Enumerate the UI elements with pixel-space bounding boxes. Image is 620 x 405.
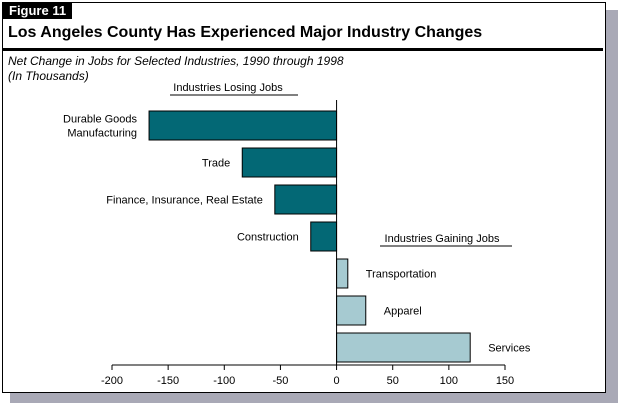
x-tick-label: -150 <box>157 375 179 387</box>
x-tick-label: 100 <box>440 375 458 387</box>
x-tick-label: 150 <box>496 375 514 387</box>
bar-label: Trade <box>202 158 230 170</box>
title-rule <box>2 48 603 51</box>
x-tick-label: -200 <box>101 375 123 387</box>
bar-label: Transportation <box>366 269 437 281</box>
chart-subtitle: Net Change in Jobs for Selected Industri… <box>8 54 344 84</box>
x-tick-label: 0 <box>334 375 340 387</box>
bar <box>310 221 338 252</box>
bar-label: Finance, Insurance, Real Estate <box>106 195 263 207</box>
subtitle-line-1: Net Change in Jobs for Selected Industri… <box>8 54 344 68</box>
x-tick-label: -100 <box>213 375 235 387</box>
bar <box>148 110 338 141</box>
group-label: Industries Losing Jobs <box>173 82 283 94</box>
subtitle-line-2: (In Thousands) <box>8 69 89 83</box>
bar-label: Apparel <box>384 306 422 318</box>
chart-title: Los Angeles County Has Experienced Major… <box>8 24 483 41</box>
x-tick-label: 50 <box>387 375 399 387</box>
bar-label: Construction <box>237 232 299 244</box>
bar <box>241 147 338 178</box>
bar-label: Manufacturing <box>67 128 137 140</box>
bar <box>336 295 367 326</box>
x-tick-label: -50 <box>272 375 288 387</box>
bar <box>274 184 338 215</box>
bar <box>336 258 349 289</box>
bar <box>336 332 471 363</box>
group-label: Industries Gaining Jobs <box>385 233 500 245</box>
figure-label: Figure 11 <box>3 3 73 19</box>
bar-label: Durable Goods <box>63 114 137 126</box>
bar-label: Services <box>488 343 531 355</box>
